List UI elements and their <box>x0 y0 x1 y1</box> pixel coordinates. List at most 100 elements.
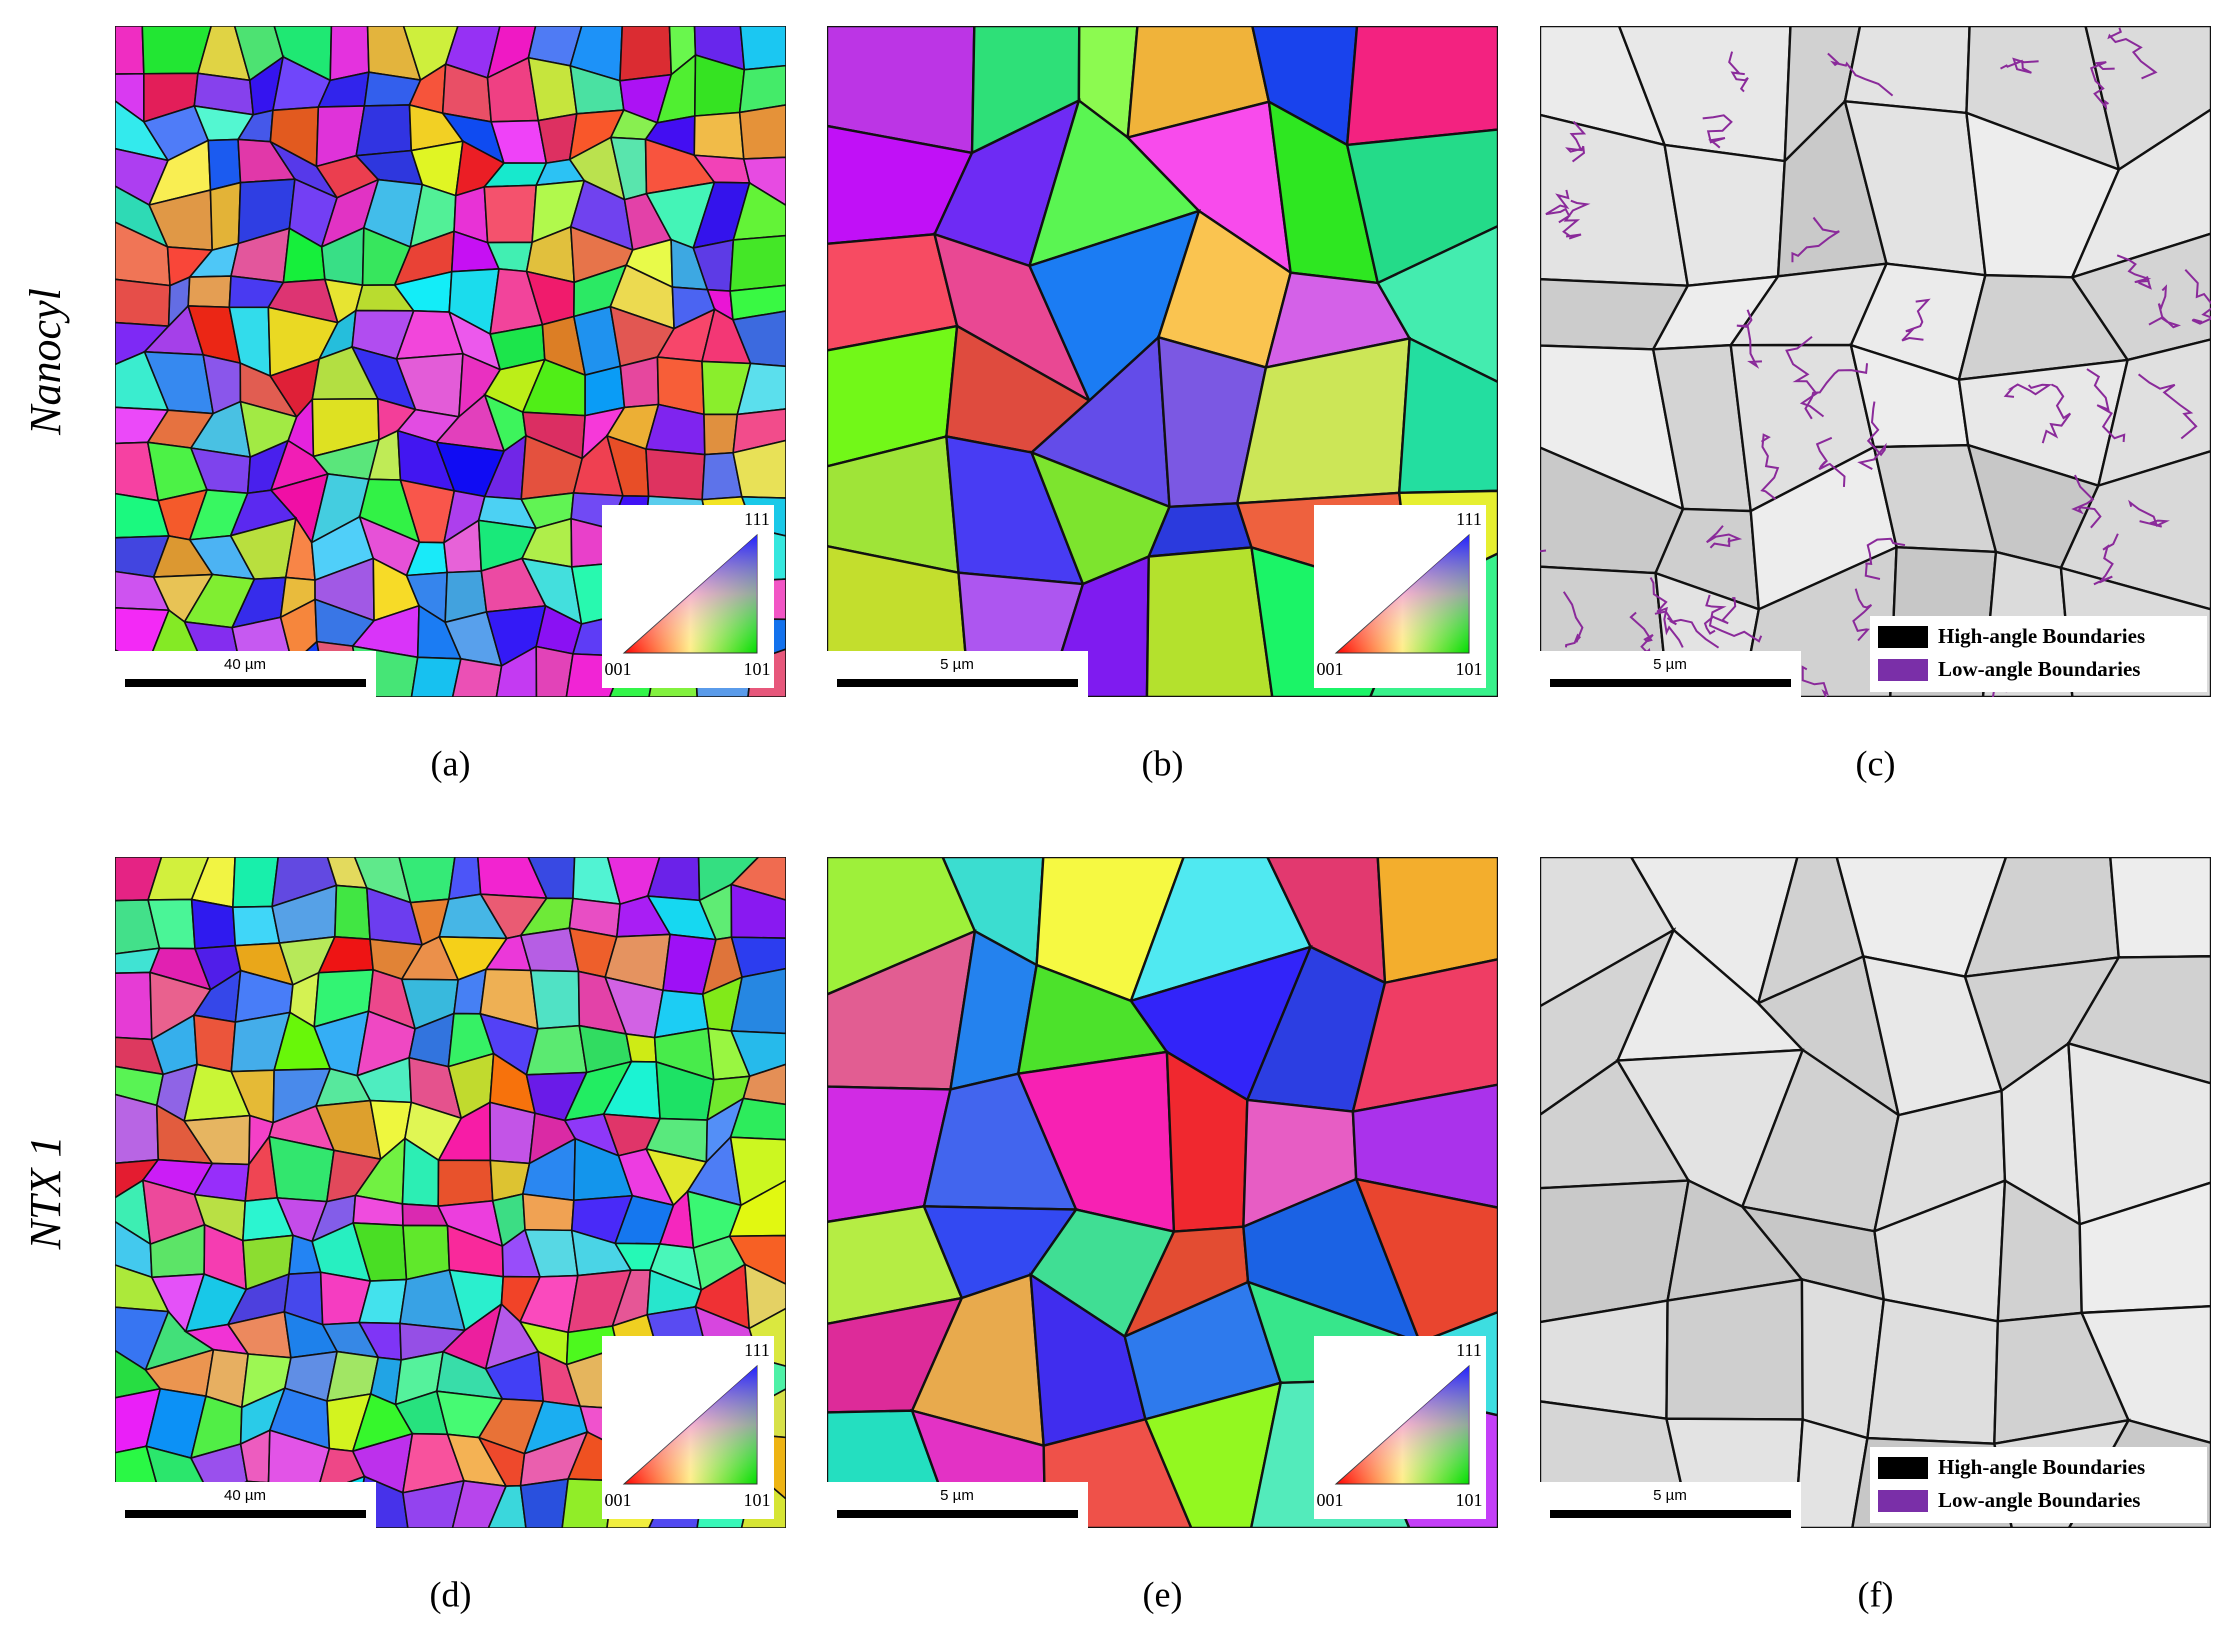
grain <box>447 857 482 901</box>
grain <box>489 1101 536 1165</box>
grain <box>334 884 371 941</box>
micrograph <box>1540 857 2211 1528</box>
ipf-label: 101 <box>744 1490 771 1510</box>
grain <box>410 656 462 697</box>
panel-caption: (b) <box>1142 743 1184 783</box>
grain <box>2096 338 2211 488</box>
grain <box>1665 1278 1804 1421</box>
ipf-triangle-overlay <box>1336 1366 1469 1484</box>
low-angle-boundary <box>1705 594 1763 643</box>
grain <box>693 111 745 160</box>
grain <box>1351 958 1498 1114</box>
ipf-triangle-overlay <box>624 535 757 653</box>
low-angle-boundary <box>1562 199 1591 240</box>
ipf-triangle-overlay <box>1336 535 1469 653</box>
legend-swatch <box>1878 1457 1928 1479</box>
low-angle-boundary <box>2148 284 2182 329</box>
grain <box>1540 1299 1669 1421</box>
grain <box>209 181 242 252</box>
grain <box>519 1478 570 1528</box>
grain <box>190 898 237 950</box>
low-angle-boundary <box>2041 383 2072 444</box>
low-angle-boundary <box>1801 665 1829 697</box>
grain <box>193 1014 237 1073</box>
legend-swatch <box>1878 659 1928 681</box>
grain <box>729 1030 786 1078</box>
grain <box>115 1093 160 1165</box>
scale-bar-label: 40 µm <box>224 656 266 673</box>
scale-bar-label: 5 µm <box>940 656 974 673</box>
ipf-triangle-overlay <box>624 1366 757 1484</box>
low-angle-boundary <box>1736 309 1762 369</box>
low-angle-boundary <box>2116 254 2152 290</box>
low-angle-boundary <box>1864 537 1906 580</box>
grain <box>207 138 242 192</box>
panel-caption: (c) <box>1856 743 1896 783</box>
scale-bar <box>1550 1510 1791 1518</box>
low-angle-boundary <box>1760 433 1780 501</box>
grain <box>451 657 503 697</box>
panel-caption: (a) <box>431 743 471 783</box>
micrograph <box>827 857 1498 1528</box>
grain <box>437 1159 494 1208</box>
grain <box>355 104 413 157</box>
grain <box>739 26 786 71</box>
low-angle-boundary <box>1785 335 1825 418</box>
row-label: NTX 1 <box>21 1136 70 1251</box>
ipf-label: 111 <box>744 509 770 529</box>
low-angle-boundary <box>1827 52 1894 97</box>
grain <box>730 883 786 939</box>
scale-bar <box>837 1510 1078 1518</box>
scale-bar-box <box>1540 1482 1801 1528</box>
grain <box>1376 224 1498 384</box>
legend-swatch <box>1878 1490 1928 1512</box>
grain <box>401 1479 466 1528</box>
scale-bar-box <box>827 1482 1088 1528</box>
grain <box>521 1193 575 1232</box>
scale-bar-box <box>115 651 376 697</box>
low-angle-boundary <box>2086 368 2126 443</box>
grain <box>732 439 786 499</box>
low-angle-boundary <box>2137 373 2198 440</box>
low-angle-boundary <box>1901 298 1931 342</box>
grain <box>115 971 153 1041</box>
grain <box>738 104 786 160</box>
legend-label: High-angle Boundaries <box>1938 1455 2145 1479</box>
grain <box>1145 546 1274 697</box>
grain <box>1345 128 1498 285</box>
grain <box>729 857 786 901</box>
grain <box>519 927 580 973</box>
low-angle-boundary <box>1545 189 1571 224</box>
grain <box>2079 1304 2211 1445</box>
micrograph <box>827 26 1498 697</box>
scale-bar <box>837 679 1078 687</box>
grain <box>329 26 370 82</box>
low-angle-boundary <box>2000 57 2039 74</box>
grain <box>483 184 538 244</box>
scale-bar <box>1550 679 1791 687</box>
grain <box>729 234 786 292</box>
scale-bar-label: 5 µm <box>1653 1487 1687 1504</box>
low-angle-boundary <box>2003 383 2053 398</box>
low-angle-boundary <box>2184 268 2211 325</box>
low-angle-boundary <box>1857 401 1887 471</box>
grain <box>731 310 786 368</box>
grain <box>535 645 574 697</box>
grain <box>187 275 232 309</box>
grain <box>2067 1041 2211 1226</box>
ipf-label: 001 <box>1317 659 1344 679</box>
ipf-label: 001 <box>1317 1490 1344 1510</box>
grain <box>561 1478 615 1528</box>
grain <box>729 1136 786 1207</box>
low-angle-boundary <box>1649 577 1684 648</box>
grain <box>2070 232 2211 362</box>
grain <box>2109 857 2211 959</box>
ipf-label: 111 <box>1456 509 1482 529</box>
low-angle-boundary <box>1565 120 1587 163</box>
low-angle-boundary <box>1703 597 1737 635</box>
grain <box>619 356 660 409</box>
grain <box>2078 1181 2211 1315</box>
grain <box>619 26 673 82</box>
ipf-label: 101 <box>1456 1490 1483 1510</box>
